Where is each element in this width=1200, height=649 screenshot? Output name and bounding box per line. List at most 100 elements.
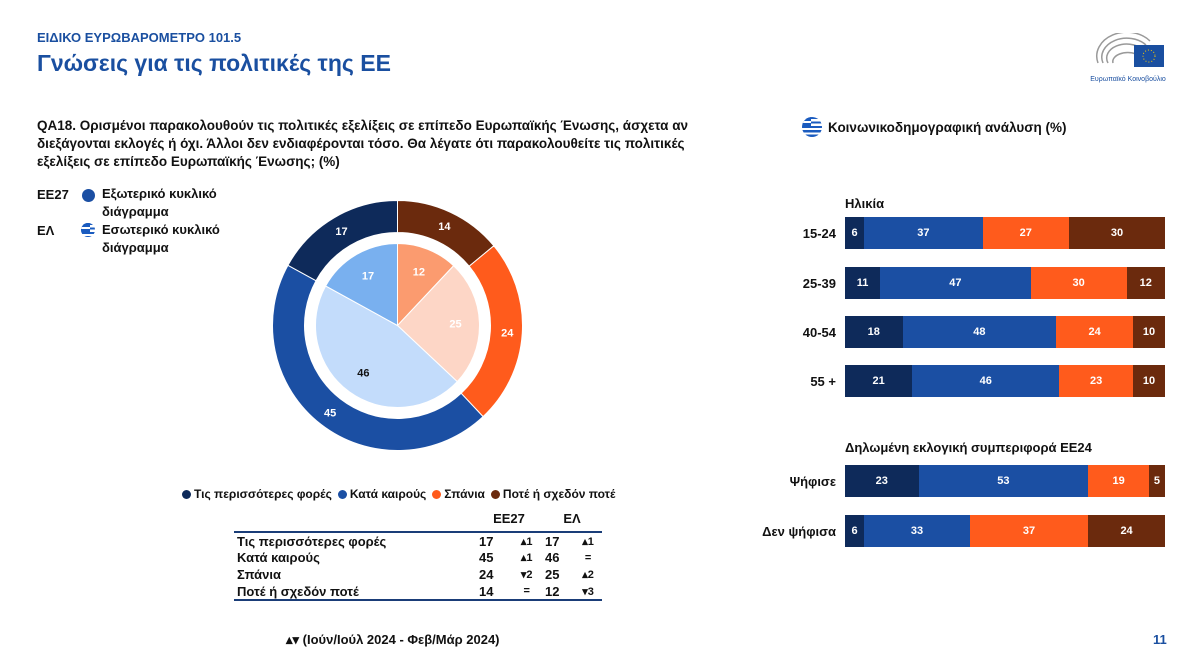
bar-segment: 30 <box>1068 217 1165 249</box>
cell-eu-d: ▴1 <box>520 552 533 564</box>
stacked-bar: 21 46 23 10 <box>845 365 1165 397</box>
eu-dot-icon <box>82 189 95 202</box>
outer-slice-label: 17 <box>335 226 347 238</box>
socio-title: Κοινωνικοδημογραφική ανάλυση (%) <box>802 117 1066 137</box>
inner-slice-label: 17 <box>362 271 374 283</box>
cell-eu: 45 <box>479 550 494 565</box>
legend-label: Κατά καιρούς <box>349 487 427 501</box>
group-title: Δηλωμένη εκλογική συμπεριφορά ΕΕ24 <box>845 440 1092 455</box>
cell-el: 12 <box>542 583 575 601</box>
logo-caption: Ευρωπαϊκό Κοινοβούλιο <box>1090 76 1166 83</box>
bar-segment: 23 <box>1059 365 1133 397</box>
stacked-bar: 18 48 24 10 <box>845 316 1165 348</box>
table-row: Σπάνια 24 ▾2 25 ▴2 <box>234 566 602 583</box>
row-label: 40-54 <box>802 325 836 340</box>
bar-segment: 6 <box>845 515 865 547</box>
outer-slice-0 <box>287 199 398 282</box>
col-header: ΕΕ27 <box>493 510 525 526</box>
row-label: Δεν ψήφισα <box>762 524 836 539</box>
cell-el: 46 <box>545 550 560 565</box>
bar-segment: 37 <box>864 217 983 249</box>
legend-dot-icon <box>432 489 442 499</box>
bar-segment: 53 <box>918 465 1089 497</box>
cell-el-d: ▴2 <box>582 569 594 581</box>
ep-logo: Ευρωπαϊκό Κοινοβούλιο <box>1090 31 1166 83</box>
bar-segment: 24 <box>1056 316 1133 348</box>
row-label: 15-24 <box>802 226 836 241</box>
cell-label: Σπάνια <box>237 567 281 582</box>
row-label: 55 + <box>810 374 836 389</box>
bar-segment: 23 <box>845 465 919 497</box>
inner-slice-label: 12 <box>413 267 425 279</box>
table-row: Τις περισσότερες φορές 17 ▴1 17 ▴1 <box>234 531 602 549</box>
inner-slice-label: 46 <box>357 367 369 379</box>
legend-label: Σπάνια <box>444 487 485 501</box>
cell-el: 17 <box>542 531 575 549</box>
legend-text: Εσωτερικό κυκλικό διάγραμμα <box>102 222 220 255</box>
cell-eu: 24 <box>479 567 494 582</box>
legend-label: Τις περισσότερες φορές <box>194 487 332 501</box>
page-number: 11 <box>1153 632 1167 647</box>
bar-segment: 19 <box>1088 465 1149 497</box>
group-title: Ηλικία <box>845 196 885 211</box>
outer-slice-label: 24 <box>501 327 514 339</box>
bar-segment: 18 <box>845 316 903 348</box>
footnote: ▴▾ (Ιούν/Ιούλ 2024 - Φεβ/Μάρ 2024) <box>286 632 500 647</box>
donut-chart: 14 24 45 17 12 25 46 17 <box>272 199 523 451</box>
bar-segment: 46 <box>912 365 1060 397</box>
legend-dot-icon <box>490 489 500 499</box>
bar-segment: 6 <box>845 217 865 249</box>
socio-title-text: Κοινωνικοδημογραφική ανάλυση (%) <box>828 119 1067 135</box>
bar-segment: 21 <box>845 365 913 397</box>
cell-eu: 14 <box>476 583 512 601</box>
question-text: QA18. Ορισμένοι παρακολουθούν τις πολιτι… <box>37 118 689 169</box>
legend-text: Εξωτερικό κυκλικό διάγραμμα <box>102 186 217 219</box>
cell-label: Ποτέ ή σχεδόν ποτέ <box>234 583 476 601</box>
inner-slice-2 <box>396 265 480 383</box>
parliament-logo-icon <box>1096 31 1164 67</box>
bar-segment: 30 <box>1030 267 1127 299</box>
bar-segment: 37 <box>969 515 1089 547</box>
col-header: ΕΛ <box>563 510 581 526</box>
legend-dot-icon <box>337 489 347 499</box>
inner-slice-0 <box>324 242 398 327</box>
inner-slice-3 <box>397 242 455 327</box>
series-legend: Τις περισσότερες φορές Κατά καιρούς Σπάν… <box>182 487 615 501</box>
cell-eu-d: ▾2 <box>520 569 533 581</box>
cell-label: Κατά καιρούς <box>237 550 320 565</box>
stacked-bar: 23 53 19 5 <box>845 465 1165 497</box>
bar-segment: 33 <box>864 515 970 547</box>
cell-el: 25 <box>545 567 560 582</box>
table-row: Κατά καιρούς 45 ▴1 46 = <box>234 549 602 566</box>
stacked-bar: 6 33 37 24 <box>845 515 1165 547</box>
cell-el-d: ▾3 <box>574 583 602 601</box>
ring-legend-el: ΕΛ Εσωτερικό κυκλικό διάγραμμα <box>37 221 220 255</box>
legend-code: ΕΛ <box>37 223 55 238</box>
row-label: 25-39 <box>802 276 836 291</box>
bar-segment: 10 <box>1132 316 1165 348</box>
bar-segment: 10 <box>1132 365 1165 397</box>
bar-segment: 11 <box>845 267 881 299</box>
cell-eu-d: = <box>511 583 542 601</box>
legend-dot-icon <box>182 489 191 499</box>
outer-slice-1 <box>272 264 484 451</box>
bar-segment: 24 <box>1088 515 1165 547</box>
bar-segment: 5 <box>1148 465 1165 497</box>
cell-el-d: = <box>584 551 592 564</box>
cell-eu: 17 <box>476 531 512 549</box>
report-kicker: ΕΙΔΙΚΟ ΕΥΡΩΒΑΡΟΜΕΤΡΟ 101.5 <box>37 30 242 45</box>
row-label: Ψήφισε <box>789 474 836 489</box>
bar-segment: 27 <box>982 217 1069 249</box>
stacked-bar: 11 47 30 12 <box>845 267 1165 299</box>
outer-slice-label: 14 <box>438 221 451 233</box>
bar-segment: 12 <box>1126 267 1165 299</box>
legend-code: ΕΕ27 <box>37 187 69 202</box>
greek-flag-icon <box>802 117 822 137</box>
bar-segment: 47 <box>880 267 1031 299</box>
cell-label: Τις περισσότερες φορές <box>234 531 476 549</box>
stacked-bar: 6 37 27 30 <box>845 217 1165 249</box>
bar-segment: 48 <box>902 316 1057 348</box>
legend-label: Ποτέ ή σχεδόν ποτέ <box>502 487 616 501</box>
page-title: Γνώσεις για τις πολιτικές της ΕΕ <box>37 50 391 76</box>
table-row: Ποτέ ή σχεδόν ποτέ 14 = 12 ▾3 <box>234 583 602 601</box>
